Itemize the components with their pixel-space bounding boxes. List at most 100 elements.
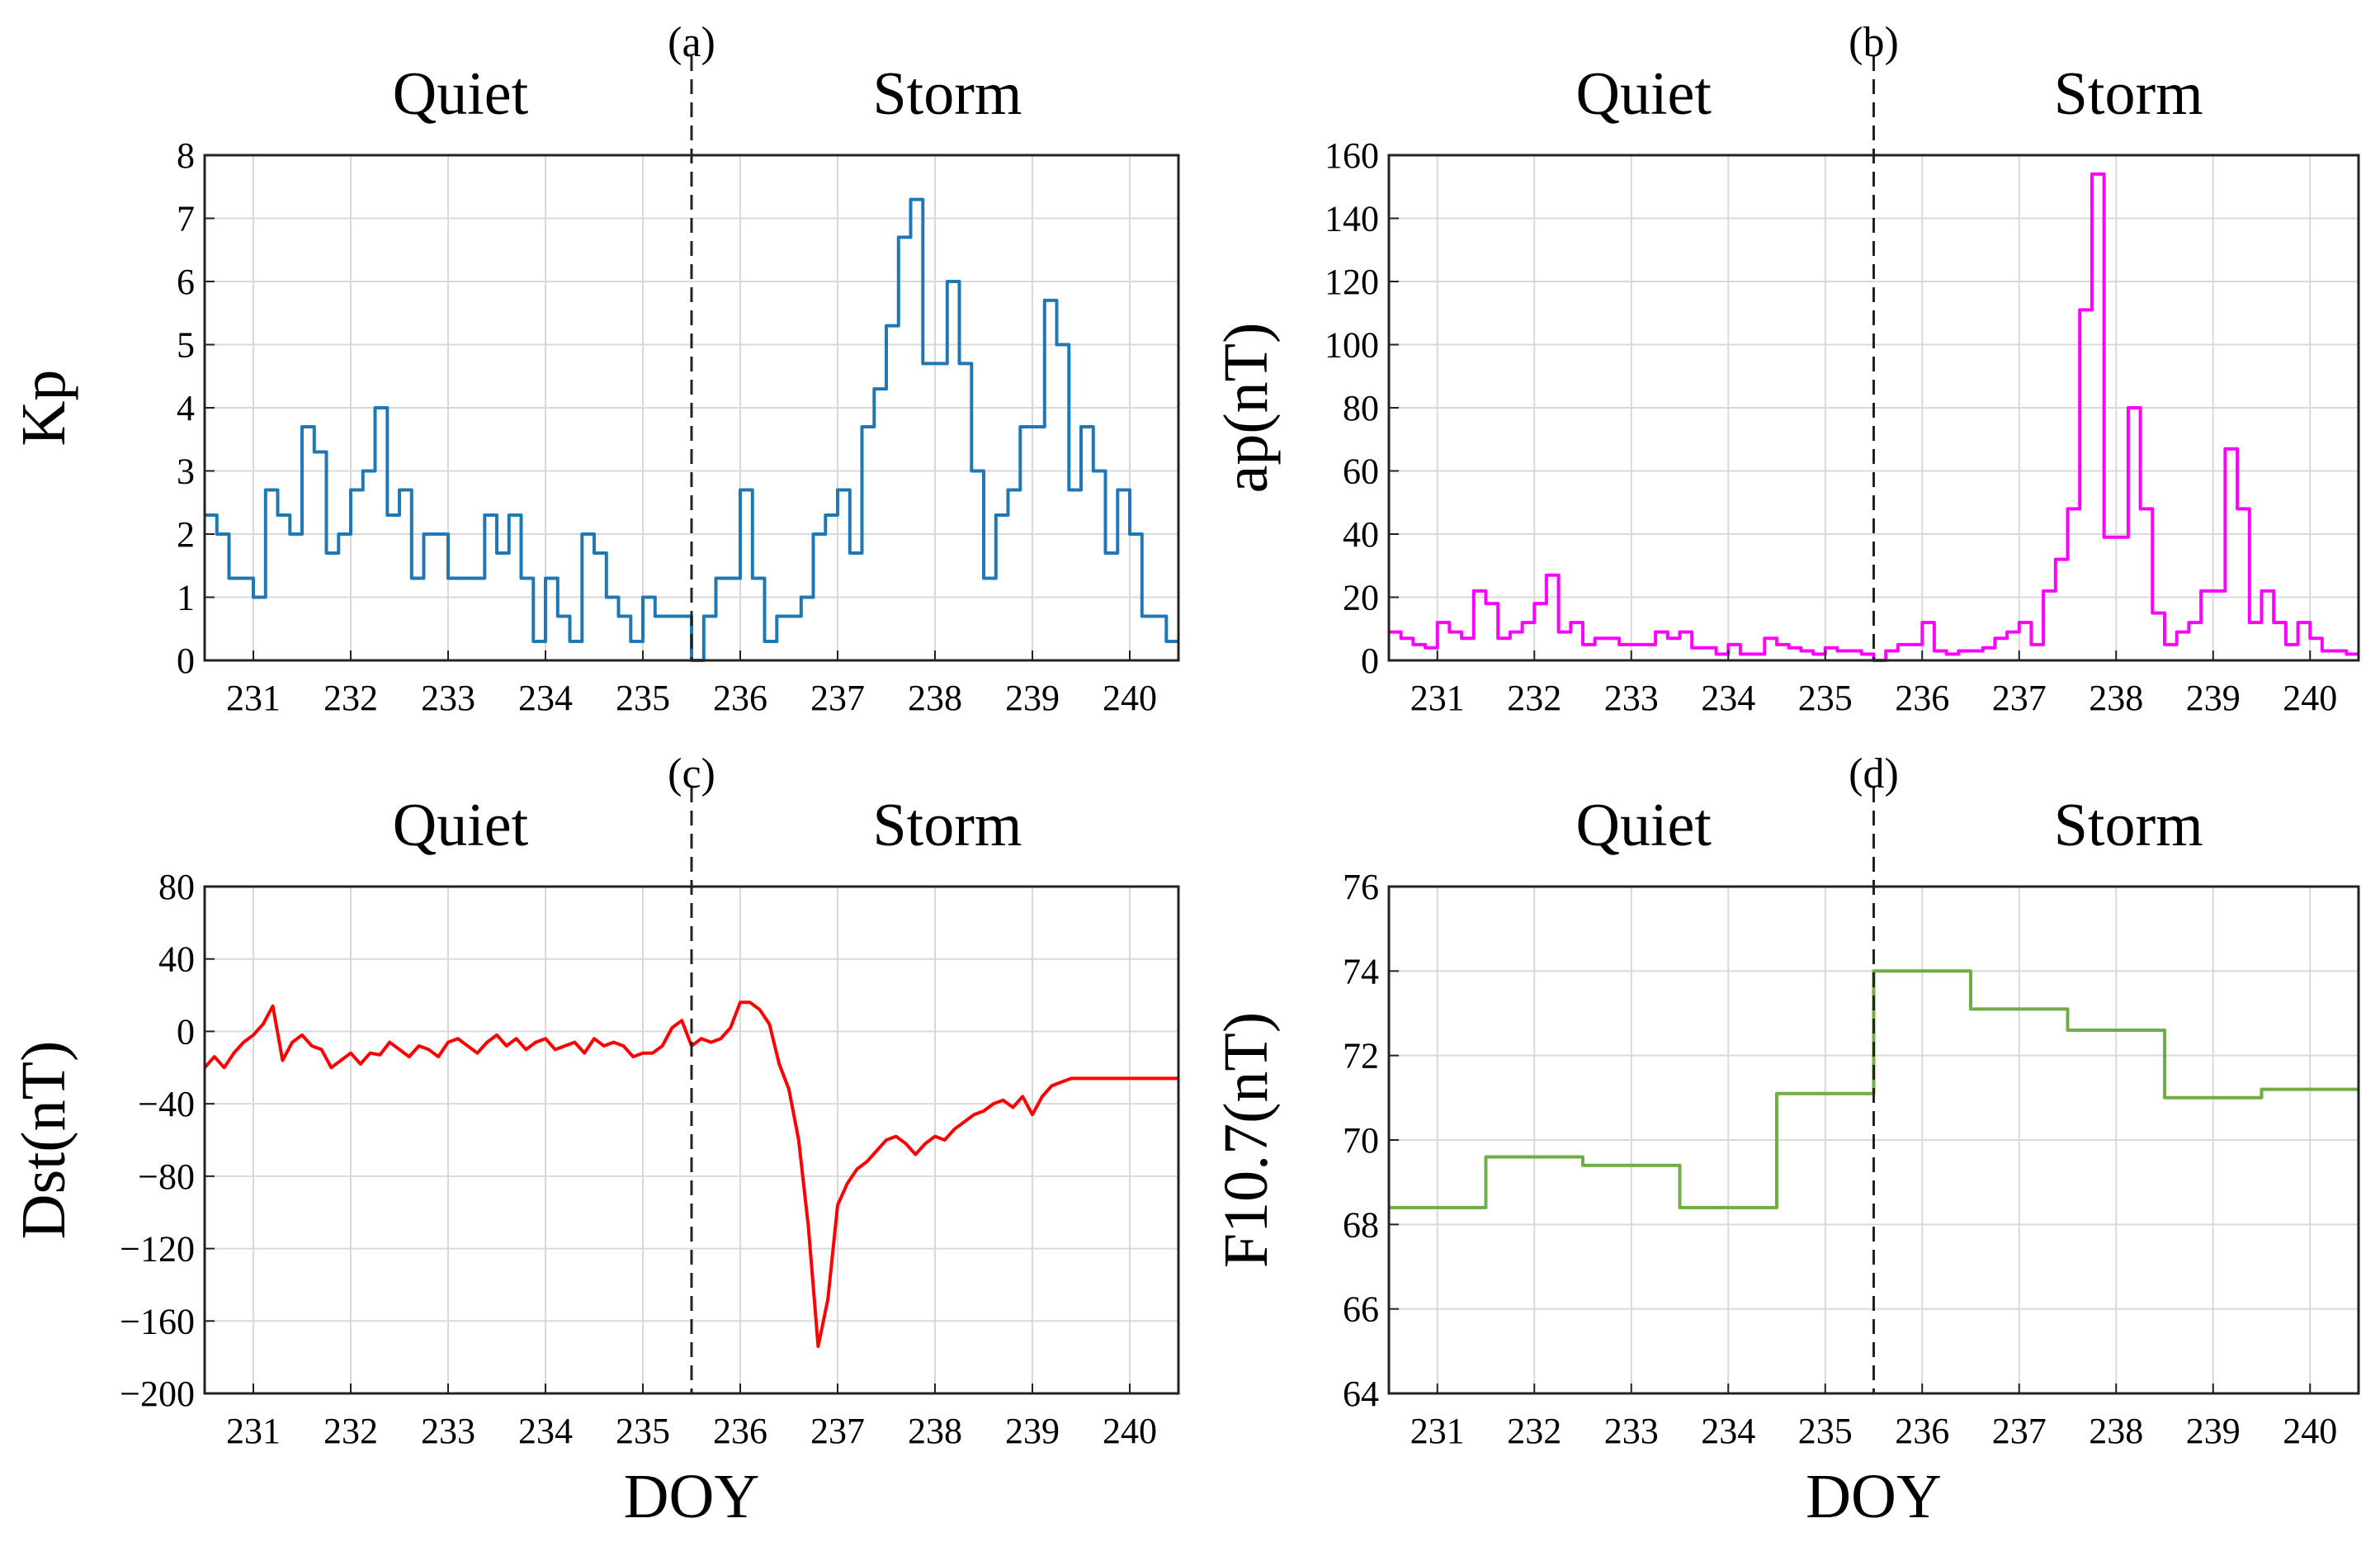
x-tick-label: 233 (1604, 1411, 1659, 1451)
panel-a-quiet-label: Quiet (393, 60, 529, 128)
y-tick-label: −160 (120, 1301, 195, 1341)
y-tick-label: 5 (177, 325, 195, 366)
x-tick-label: 231 (1410, 1411, 1465, 1451)
x-tick-label: 235 (1798, 678, 1853, 718)
y-tick-label: 74 (1343, 951, 1379, 991)
x-tick-label: 234 (1701, 1411, 1755, 1451)
x-tick-label: 239 (2186, 678, 2241, 718)
panel-d-label: (d) (1849, 750, 1899, 797)
x-tick-label: 233 (421, 1411, 475, 1451)
y-tick-label: 6 (177, 262, 195, 302)
panel-d-storm-label: Storm (2054, 792, 2203, 859)
y-tick-label: 0 (1361, 641, 1379, 681)
y-tick-label: 20 (1343, 578, 1379, 618)
y-tick-label: 60 (1343, 452, 1379, 492)
y-tick-label: 80 (158, 867, 195, 907)
panel-c-ylabel: Dst(nT) (9, 1041, 78, 1240)
x-tick-label: 238 (2089, 1411, 2143, 1451)
y-tick-label: 7 (177, 199, 195, 239)
panel-b-ticks: 0 20 40 60 80 100 120 140 160 231 232 233 234 235 236 2… (1325, 135, 2337, 718)
panel-a-storm-label: Storm (873, 60, 1022, 128)
x-tick-label: 234 (1701, 678, 1755, 718)
x-tick-label: 234 (518, 1411, 573, 1451)
x-tick-label: 236 (713, 678, 767, 718)
panel-b-ylabel: ap(nT) (1211, 323, 1281, 494)
x-tick-label: 236 (1895, 1411, 1949, 1451)
y-tick-label: 140 (1325, 199, 1379, 239)
panel-c-dst: −200 −160 −120 −80 −40 0 40 80 231 232 233 234 235 23… (9, 750, 1180, 1531)
y-tick-label: 70 (1343, 1120, 1379, 1161)
panel-a-ylabel: Kp (9, 370, 78, 447)
x-tick-label: 237 (810, 1411, 865, 1451)
panel-d-xlabel: DOY (1806, 1462, 1942, 1531)
y-tick-label: 2 (177, 514, 195, 555)
x-tick-label: 237 (1992, 1411, 2047, 1451)
y-tick-label: −80 (138, 1156, 195, 1197)
y-tick-label: −40 (138, 1084, 195, 1124)
y-tick-label: 40 (158, 939, 195, 980)
panel-c-quiet-label: Quiet (393, 792, 529, 859)
x-tick-label: 232 (323, 678, 378, 718)
x-tick-label: 239 (2186, 1411, 2241, 1451)
x-tick-label: 231 (1410, 678, 1465, 718)
panel-b-label: (b) (1849, 19, 1899, 66)
y-tick-label: 76 (1343, 867, 1379, 907)
x-tick-label: 237 (810, 678, 865, 718)
y-tick-label: 64 (1343, 1374, 1379, 1414)
x-tick-label: 233 (421, 678, 475, 718)
y-tick-label: 8 (177, 135, 195, 176)
y-tick-label: 120 (1325, 262, 1379, 302)
x-tick-label: 233 (1604, 678, 1659, 718)
panel-b-storm-label: Storm (2054, 60, 2203, 128)
y-tick-label: 0 (177, 641, 195, 681)
y-tick-label: 160 (1325, 135, 1379, 176)
x-tick-label: 237 (1992, 678, 2047, 718)
y-tick-label: 66 (1343, 1289, 1379, 1330)
panel-d-ticks: 64 66 68 70 72 74 76 231 232 233 234 235 236 237 238 23… (1343, 867, 2337, 1451)
x-tick-label: 238 (908, 1411, 962, 1451)
y-tick-label: −200 (120, 1374, 195, 1414)
panel-d-quiet-label: Quiet (1576, 792, 1712, 859)
y-tick-label: 80 (1343, 388, 1379, 428)
x-tick-label: 238 (908, 678, 962, 718)
x-tick-label: 232 (1507, 678, 1561, 718)
panel-b-ap: 0 20 40 60 80 100 120 140 160 231 232 233 234 235 236 2… (1211, 19, 2360, 718)
x-tick-label: 232 (323, 1411, 378, 1451)
x-tick-label: 231 (226, 1411, 281, 1451)
y-tick-label: 68 (1343, 1204, 1379, 1245)
x-tick-label: 240 (1103, 1411, 1157, 1451)
x-tick-label: 235 (616, 678, 670, 718)
y-tick-label: 3 (177, 452, 195, 492)
x-tick-label: 235 (616, 1411, 670, 1451)
x-tick-label: 234 (518, 678, 573, 718)
x-tick-label: 240 (2283, 678, 2337, 718)
x-tick-label: 240 (1103, 678, 1157, 718)
y-tick-label: 1 (177, 578, 195, 618)
x-tick-label: 235 (1798, 1411, 1853, 1451)
x-tick-label: 240 (2283, 1411, 2337, 1451)
x-tick-label: 232 (1507, 1411, 1561, 1451)
panel-b-quiet-label: Quiet (1576, 60, 1712, 128)
y-tick-label: 72 (1343, 1036, 1379, 1076)
x-tick-label: 238 (2089, 678, 2143, 718)
x-tick-label: 239 (1005, 1411, 1060, 1451)
panel-a-label: (a) (668, 19, 715, 66)
panel-c-storm-label: Storm (873, 792, 1022, 859)
y-tick-label: 0 (177, 1011, 195, 1052)
panel-c-xlabel: DOY (624, 1462, 760, 1531)
y-tick-label: 4 (177, 388, 195, 428)
panel-c-label: (c) (668, 750, 715, 797)
x-tick-label: 231 (226, 678, 281, 718)
y-tick-label: −120 (120, 1229, 195, 1270)
x-tick-label: 236 (1895, 678, 1949, 718)
y-tick-label: 100 (1325, 325, 1379, 366)
x-tick-label: 236 (713, 1411, 767, 1451)
x-tick-label: 239 (1005, 678, 1060, 718)
panel-d-ylabel: F10.7(nT) (1211, 1012, 1281, 1268)
panel-c-ticks: −200 −160 −120 −80 −40 0 40 80 231 232 233 234 235 23… (120, 867, 1157, 1451)
panel-d-f107: 64 66 68 70 72 74 76 231 232 233 234 235 236 237 238 23… (1211, 750, 2360, 1531)
y-tick-label: 40 (1343, 514, 1379, 555)
